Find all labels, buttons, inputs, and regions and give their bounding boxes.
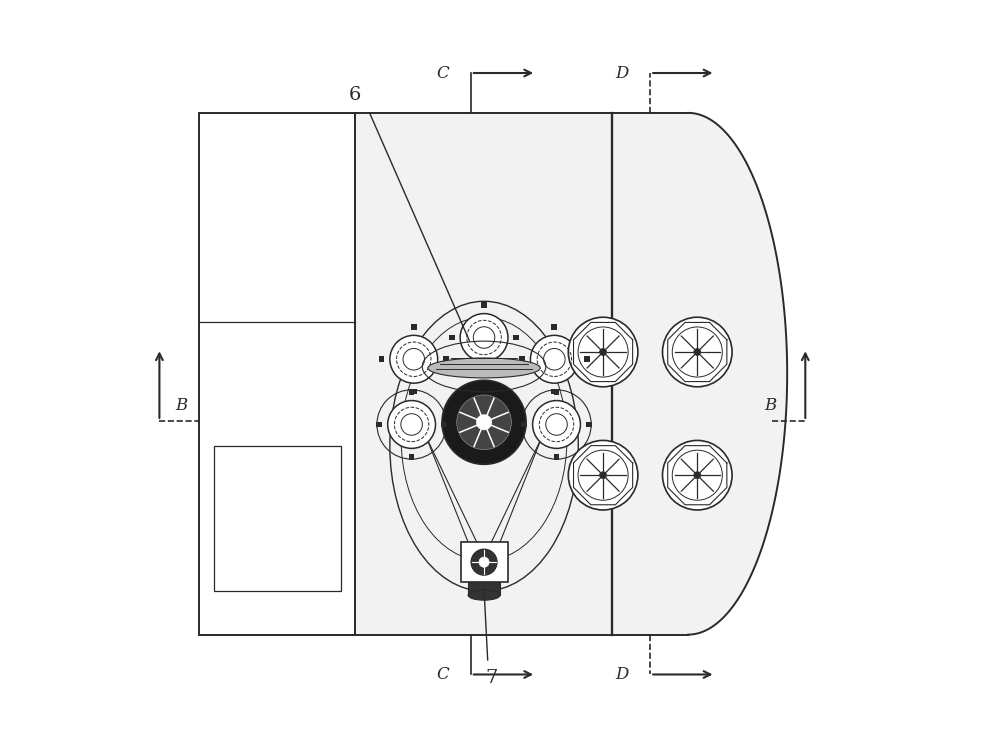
Bar	[441, 421, 447, 427]
Text: 6: 6	[349, 86, 361, 104]
Bar	[468, 582, 500, 595]
Circle shape	[672, 450, 722, 500]
Circle shape	[544, 348, 565, 370]
Bar	[554, 454, 559, 460]
Circle shape	[530, 335, 578, 383]
Text: C: C	[436, 65, 449, 81]
Circle shape	[578, 450, 628, 500]
Bar	[521, 421, 527, 427]
Bar	[409, 389, 414, 395]
Bar	[612, 113, 688, 635]
Circle shape	[442, 380, 526, 464]
Bar	[379, 356, 384, 362]
Circle shape	[403, 348, 425, 370]
Circle shape	[546, 413, 567, 435]
Circle shape	[568, 317, 638, 387]
Bar	[409, 454, 414, 460]
Circle shape	[388, 400, 436, 449]
Text: D: D	[615, 666, 628, 683]
Bar	[449, 335, 455, 340]
Circle shape	[672, 327, 722, 377]
Circle shape	[479, 557, 489, 567]
Bar	[461, 542, 508, 582]
Circle shape	[568, 441, 638, 510]
Text: C: C	[436, 666, 449, 683]
Circle shape	[694, 348, 701, 356]
Bar	[551, 324, 557, 330]
Bar	[584, 356, 590, 362]
Bar	[481, 302, 487, 308]
Bar	[513, 335, 519, 340]
Bar	[214, 446, 341, 591]
Circle shape	[473, 327, 495, 348]
Circle shape	[390, 335, 438, 383]
Circle shape	[663, 317, 732, 387]
Bar	[519, 356, 525, 362]
Bar	[411, 324, 417, 330]
Text: 7: 7	[485, 669, 497, 687]
Bar	[586, 421, 592, 427]
Circle shape	[471, 549, 497, 575]
Circle shape	[457, 395, 511, 449]
Ellipse shape	[428, 358, 540, 378]
Circle shape	[663, 441, 732, 510]
Bar	[199, 113, 355, 635]
Circle shape	[600, 348, 607, 356]
Bar	[481, 367, 487, 372]
Bar	[411, 388, 417, 394]
Bar	[443, 356, 449, 362]
Circle shape	[533, 400, 580, 449]
Bar	[551, 388, 557, 394]
Ellipse shape	[468, 590, 500, 600]
Polygon shape	[688, 113, 787, 635]
Circle shape	[578, 327, 628, 377]
Text: D: D	[615, 65, 628, 81]
Circle shape	[476, 415, 492, 430]
Bar	[376, 421, 382, 427]
Text: B: B	[175, 397, 188, 413]
Bar	[554, 389, 559, 395]
Circle shape	[694, 472, 701, 479]
Circle shape	[600, 472, 607, 479]
Circle shape	[460, 314, 508, 361]
Text: B: B	[764, 397, 776, 413]
Bar	[355, 113, 612, 635]
Circle shape	[401, 413, 422, 435]
